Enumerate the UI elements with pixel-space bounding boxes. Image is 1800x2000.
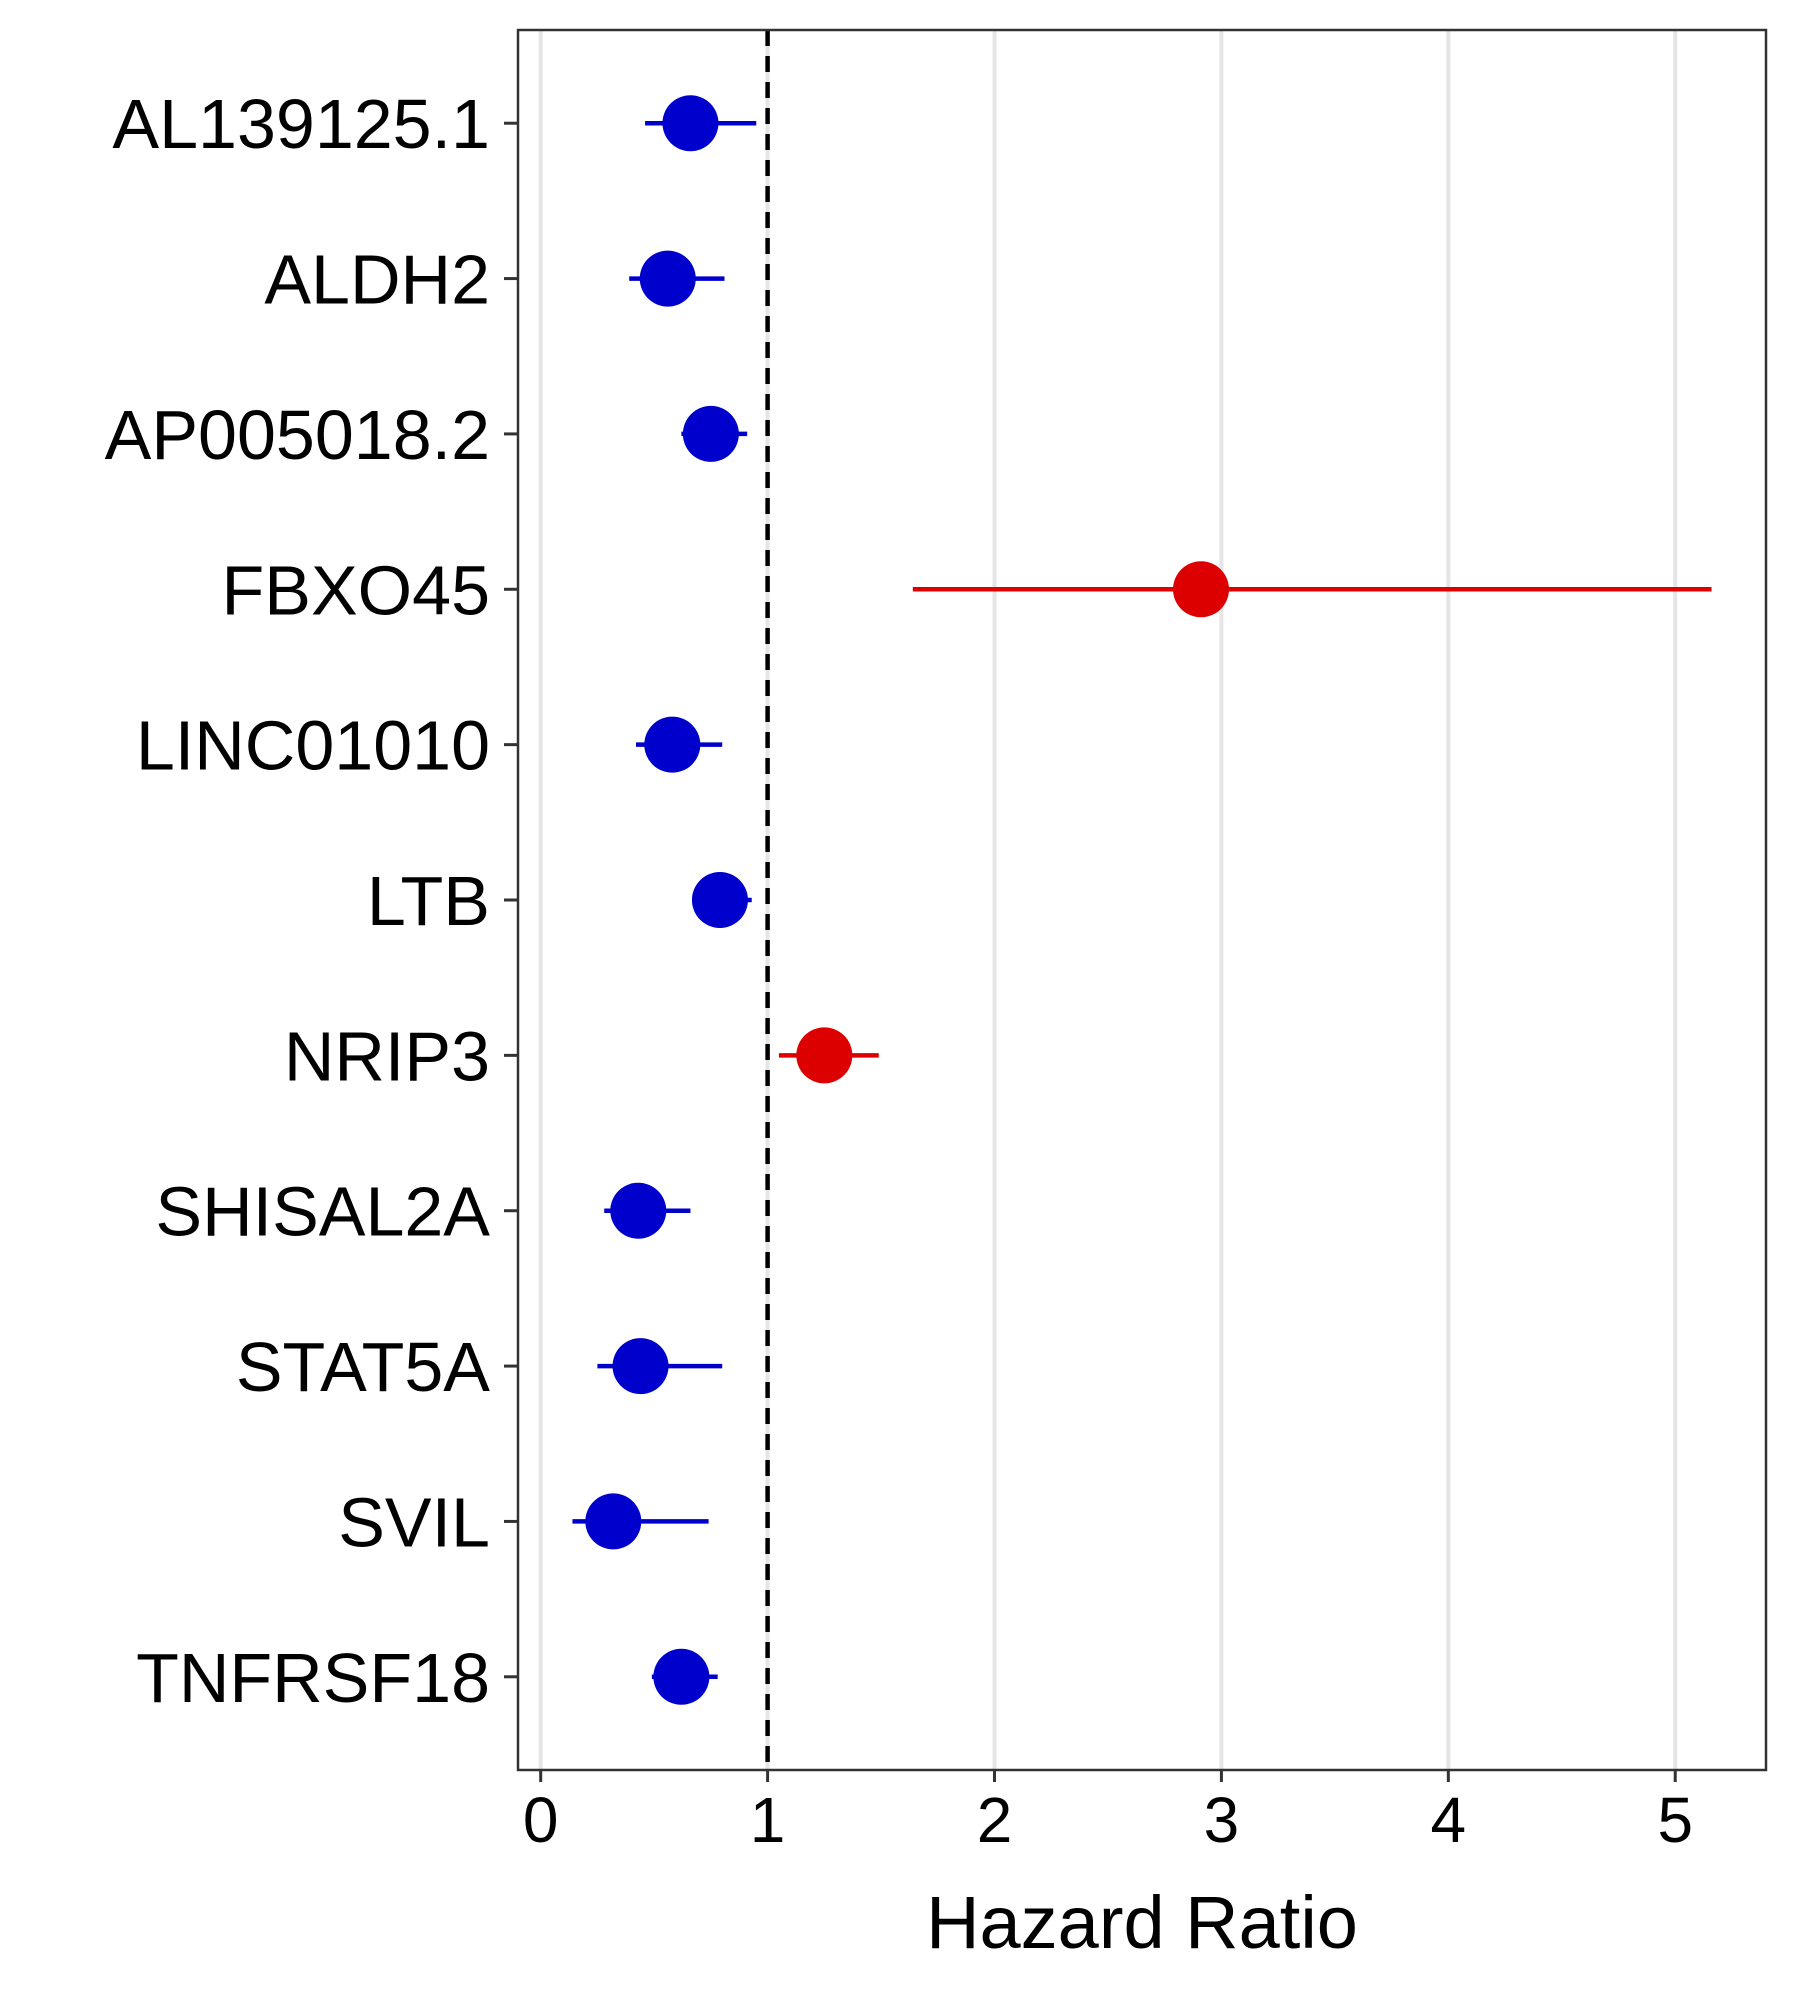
hr-point-LINC01010 — [644, 716, 701, 773]
y-tick-label-LINC01010: LINC01010 — [136, 707, 490, 785]
x-axis: 0 1 2 3 4 5 — [523, 1770, 1693, 1856]
x-tick-label-5: 5 — [1657, 1784, 1693, 1856]
hr-point-SVIL — [585, 1493, 642, 1550]
hr-point-TNFRSF18 — [653, 1648, 710, 1705]
y-tick-label-FBXO45: FBXO45 — [222, 551, 490, 629]
x-tick-label-1: 1 — [750, 1784, 786, 1856]
y-axis: AL139125.1 ALDH2 AP005018.2 FBXO45 LINC01010… — [105, 85, 518, 1717]
y-tick-label-AP005018.2: AP005018.2 — [105, 396, 490, 474]
y-tick-label-TNFRSF18: TNFRSF18 — [136, 1639, 490, 1717]
y-tick-label-STAT5A: STAT5A — [236, 1328, 490, 1406]
hr-point-FBXO45 — [1172, 561, 1229, 618]
y-tick-label-LTB: LTB — [367, 862, 490, 940]
hr-point-SHISAL2A — [610, 1182, 667, 1239]
x-tick-label-2: 2 — [977, 1784, 1013, 1856]
x-tick-label-3: 3 — [1204, 1784, 1240, 1856]
hr-point-STAT5A — [612, 1338, 669, 1395]
hr-point-AP005018.2 — [682, 405, 739, 462]
y-tick-label-AL139125.1: AL139125.1 — [112, 85, 490, 163]
data-marks — [572, 95, 1712, 1705]
hr-point-NRIP3 — [796, 1027, 853, 1084]
hr-point-ALDH2 — [639, 250, 696, 307]
y-tick-label-ALDH2: ALDH2 — [264, 241, 490, 319]
hr-point-AL139125.1 — [662, 95, 719, 152]
y-tick-label-NRIP3: NRIP3 — [284, 1017, 490, 1095]
y-tick-label-SHISAL2A: SHISAL2A — [155, 1173, 490, 1251]
y-tick-label-SVIL: SVIL — [338, 1483, 490, 1561]
x-tick-label-4: 4 — [1431, 1784, 1467, 1856]
x-tick-label-0: 0 — [523, 1784, 559, 1856]
hr-point-LTB — [691, 872, 748, 928]
x-axis-title: Hazard Ratio — [926, 1881, 1358, 1964]
